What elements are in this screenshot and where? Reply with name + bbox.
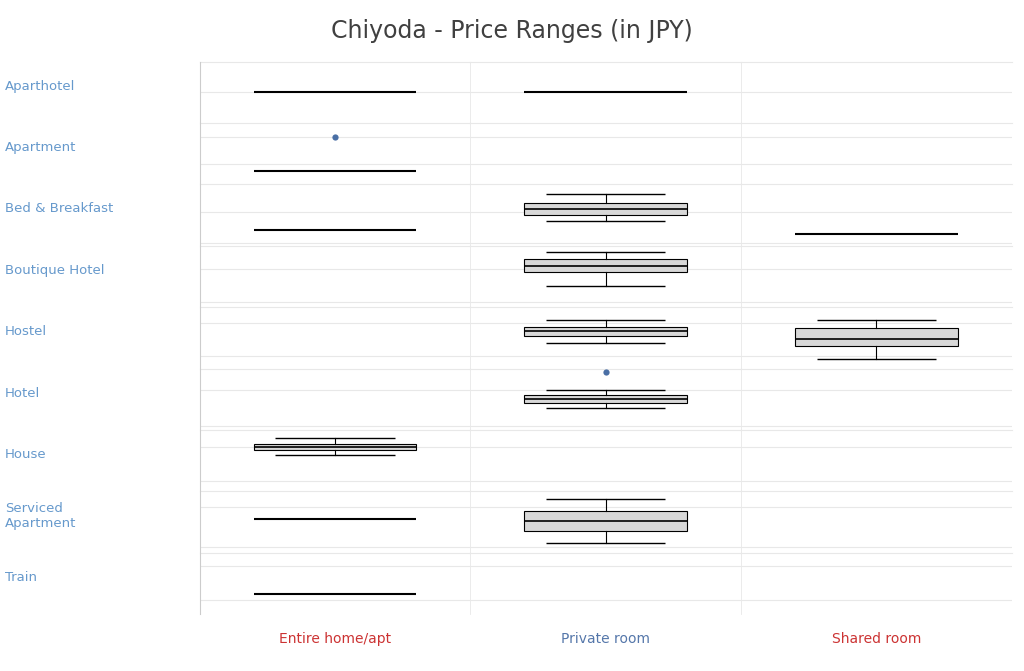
Bar xyxy=(524,511,687,531)
Text: Train: Train xyxy=(5,570,37,584)
Bar xyxy=(524,259,687,272)
Text: Private room: Private room xyxy=(561,632,650,646)
Text: Shared room: Shared room xyxy=(831,632,921,646)
Bar xyxy=(524,395,687,403)
Text: Apartment: Apartment xyxy=(5,141,77,154)
Bar xyxy=(524,203,687,215)
Text: Hostel: Hostel xyxy=(5,325,47,338)
Bar xyxy=(254,444,416,450)
Text: Boutique Hotel: Boutique Hotel xyxy=(5,264,104,277)
Text: Serviced
Apartment: Serviced Apartment xyxy=(5,502,77,530)
Text: Entire home/apt: Entire home/apt xyxy=(279,632,391,646)
Text: House: House xyxy=(5,448,47,461)
Text: Bed & Breakfast: Bed & Breakfast xyxy=(5,203,114,215)
Bar xyxy=(524,327,687,336)
Text: Hotel: Hotel xyxy=(5,386,40,399)
Text: Chiyoda - Price Ranges (in JPY): Chiyoda - Price Ranges (in JPY) xyxy=(331,19,693,43)
Bar xyxy=(796,328,957,346)
Text: Aparthotel: Aparthotel xyxy=(5,80,76,93)
